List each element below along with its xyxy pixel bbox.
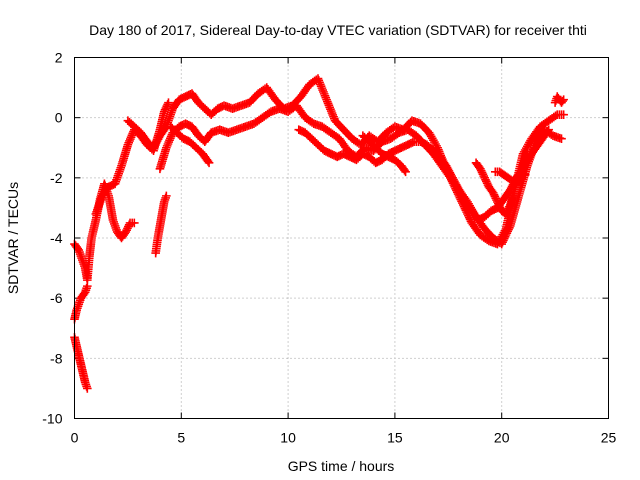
plot-frame bbox=[74, 57, 609, 419]
data-point-trail bbox=[558, 96, 567, 106]
y-tick-label: 2 bbox=[55, 50, 63, 66]
y-tick-labels: -10 -8 -6 -4 -2 0 2 bbox=[42, 50, 62, 427]
data-point-trail bbox=[543, 126, 552, 136]
y-tick-label: -8 bbox=[50, 350, 63, 366]
y-tick-label: 0 bbox=[55, 110, 63, 126]
data-point bbox=[523, 149, 532, 159]
data-point bbox=[401, 167, 410, 177]
data-point bbox=[544, 125, 553, 134]
x-tick-label: 10 bbox=[280, 430, 296, 446]
data-point bbox=[83, 384, 92, 393]
data-point-trail bbox=[400, 166, 409, 175]
y-tick-label: -4 bbox=[50, 230, 63, 246]
series-track-10 bbox=[358, 131, 410, 177]
data-point bbox=[204, 158, 214, 168]
x-tick-label: 15 bbox=[387, 430, 403, 446]
data-point bbox=[559, 110, 568, 119]
x-tick-label: 0 bbox=[71, 430, 79, 446]
data-point bbox=[557, 134, 566, 144]
series-track-12 bbox=[490, 167, 530, 186]
x-tick-label: 20 bbox=[494, 430, 510, 446]
chart-title: Day 180 of 2017, Sidereal Day-to-day VTE… bbox=[89, 22, 587, 38]
data-point-trail bbox=[203, 156, 213, 166]
data-point bbox=[83, 281, 92, 291]
series-track-8 bbox=[166, 122, 214, 168]
x-tick-labels: 0 5 10 15 20 25 bbox=[71, 430, 617, 446]
data-point-trail bbox=[515, 171, 524, 181]
data-point bbox=[162, 191, 171, 201]
series-track-4 bbox=[91, 98, 173, 219]
x-tick-label: 5 bbox=[177, 430, 185, 446]
data-point bbox=[559, 95, 568, 104]
series-track-2 bbox=[70, 281, 92, 324]
series-track-5 bbox=[151, 191, 171, 258]
data-points bbox=[70, 74, 568, 393]
y-tick-label: -10 bbox=[42, 411, 62, 427]
data-point bbox=[130, 218, 139, 228]
y-axis-label: SDTVAR / TECUs bbox=[5, 182, 21, 294]
series-track-6 bbox=[123, 74, 568, 249]
series-track-3 bbox=[70, 332, 92, 393]
x-axis-label: GPS time / hours bbox=[288, 458, 395, 474]
data-point bbox=[164, 98, 173, 107]
y-tick-label: -6 bbox=[50, 290, 63, 306]
y-tick-label: -2 bbox=[50, 170, 63, 186]
series-track-13 bbox=[550, 92, 568, 107]
x-tick-label: 25 bbox=[601, 430, 617, 446]
data-point bbox=[520, 170, 530, 180]
